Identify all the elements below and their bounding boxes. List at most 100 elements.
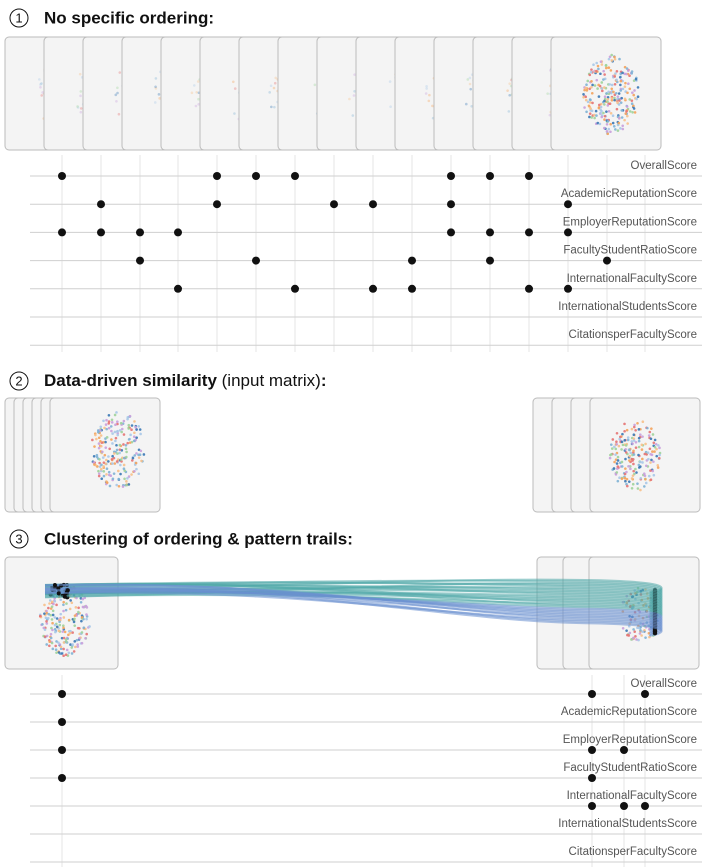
- point: [637, 428, 641, 431]
- point: [154, 77, 158, 80]
- point: [41, 91, 44, 94]
- point: [612, 90, 615, 94]
- point: [137, 425, 141, 428]
- point: [85, 632, 89, 636]
- membership-dot: [58, 172, 66, 180]
- point: [54, 644, 57, 648]
- point: [597, 95, 601, 98]
- point: [589, 70, 593, 74]
- point: [644, 477, 647, 481]
- point: [118, 443, 122, 447]
- point: [130, 473, 133, 476]
- point: [60, 636, 64, 640]
- point: [425, 84, 428, 88]
- point: [627, 480, 631, 483]
- attribute-label: AcademicReputationScore: [561, 706, 697, 718]
- point: [118, 71, 122, 74]
- point: [104, 423, 108, 426]
- point: [81, 605, 85, 609]
- point: [623, 439, 627, 442]
- point: [616, 95, 620, 98]
- point: [102, 419, 105, 423]
- point: [620, 477, 624, 481]
- point: [591, 101, 594, 105]
- point: [133, 454, 137, 457]
- point: [652, 441, 656, 445]
- point: [630, 102, 634, 106]
- point: [43, 603, 46, 607]
- point: [590, 68, 593, 71]
- point: [114, 436, 118, 440]
- point: [607, 90, 610, 94]
- point: [593, 116, 596, 120]
- membership-dot: [564, 200, 572, 209]
- point: [593, 84, 597, 87]
- point: [126, 417, 129, 421]
- point: [157, 93, 161, 96]
- point: [606, 119, 610, 123]
- point: [85, 617, 88, 621]
- point: [94, 433, 97, 437]
- point: [619, 83, 622, 87]
- attribute-label: CitationsperFacultyScore: [569, 846, 697, 858]
- point: [110, 418, 114, 422]
- point: [590, 85, 593, 89]
- point: [635, 471, 638, 474]
- point: [48, 644, 51, 648]
- point: [625, 67, 629, 70]
- point: [609, 453, 612, 457]
- membership-dot: [58, 690, 66, 698]
- membership-dot: [97, 200, 105, 209]
- attribute-matrix: OverallScore AcademicReputationScore Emplo…: [30, 155, 702, 352]
- point: [620, 465, 624, 468]
- membership-dot: [525, 172, 533, 180]
- point: [124, 443, 128, 447]
- point: [39, 614, 42, 618]
- point: [108, 484, 112, 488]
- number-badge: [9, 8, 29, 28]
- point: [139, 432, 142, 436]
- point: [616, 465, 620, 468]
- point: [632, 79, 636, 82]
- point: [620, 96, 624, 100]
- point: [609, 91, 613, 95]
- point: [115, 430, 119, 433]
- point: [626, 436, 630, 439]
- point: [43, 635, 47, 638]
- point: [624, 444, 628, 447]
- point: [648, 635, 651, 639]
- point: [55, 640, 58, 643]
- point: [615, 78, 618, 82]
- point: [624, 447, 627, 451]
- point: [100, 477, 104, 481]
- point: [91, 438, 94, 442]
- point: [658, 453, 661, 457]
- point: [635, 97, 638, 101]
- point: [599, 72, 602, 76]
- point: [623, 65, 627, 69]
- point: [651, 469, 655, 473]
- point: [197, 102, 200, 106]
- point: [607, 57, 611, 61]
- point: [45, 643, 48, 646]
- point: [62, 609, 65, 613]
- point: [45, 609, 48, 613]
- point: [614, 128, 617, 131]
- membership-dot: [174, 228, 182, 237]
- point: [606, 100, 609, 103]
- point: [134, 461, 138, 465]
- membership-dot: [603, 256, 611, 265]
- point: [620, 448, 623, 451]
- point: [636, 95, 640, 98]
- point: [67, 651, 71, 655]
- point: [54, 648, 58, 651]
- point: [116, 420, 119, 424]
- point: [119, 463, 122, 467]
- point: [469, 87, 473, 91]
- membership-dot: [330, 200, 338, 209]
- point: [613, 82, 617, 86]
- point: [632, 469, 635, 473]
- point: [601, 89, 604, 93]
- membership-dot: [447, 228, 455, 237]
- point: [634, 446, 638, 449]
